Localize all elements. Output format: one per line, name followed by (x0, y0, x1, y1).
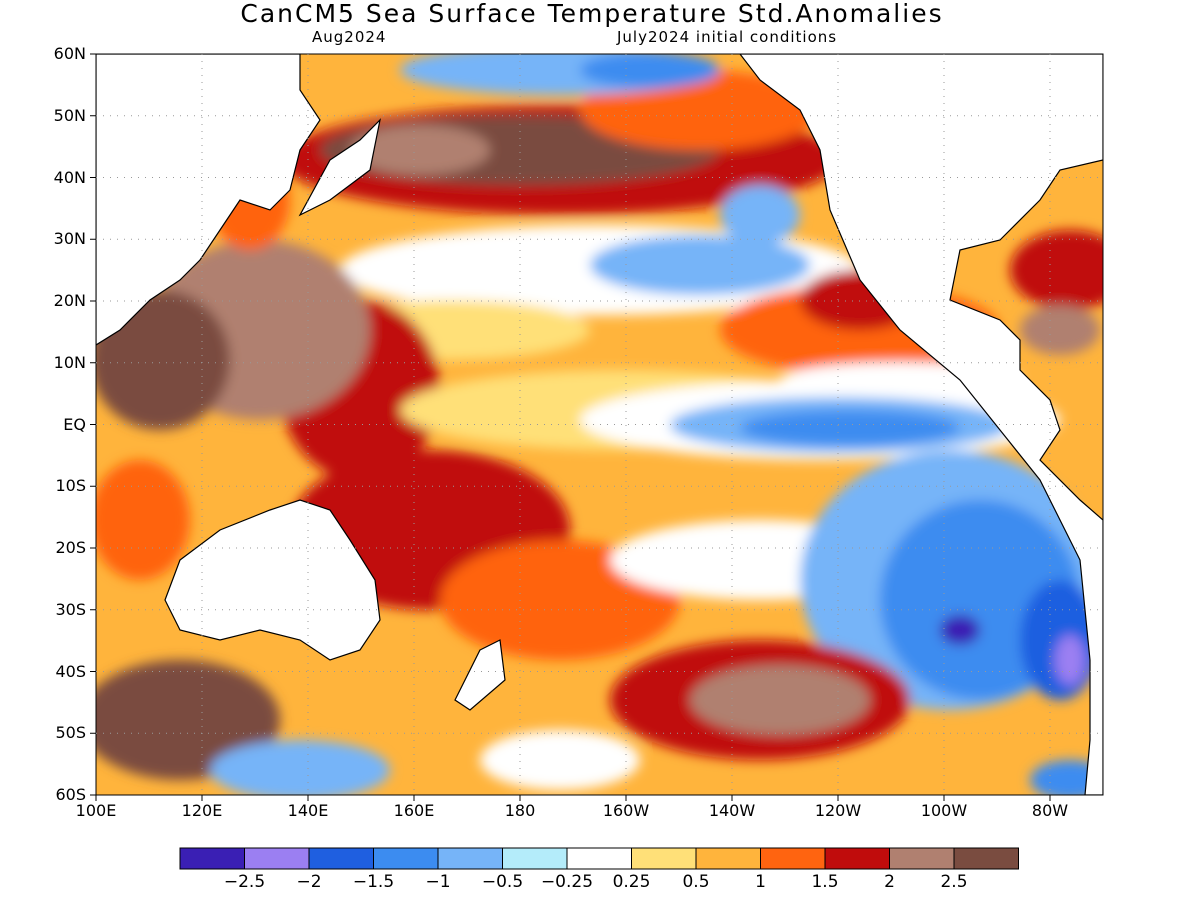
colorbar-bin (308, 847, 374, 870)
colorbar-bin (953, 847, 1019, 870)
colorbar-bin (631, 847, 697, 870)
colorbar-bin (179, 847, 245, 870)
new-zealand-coast (454, 639, 506, 711)
lat-label: 10N (53, 352, 86, 372)
colorbar-bin (760, 847, 826, 870)
lat-label: 20S (55, 538, 86, 557)
colorbar-bin (373, 847, 439, 870)
asia-coast (96, 54, 321, 346)
lat-label: 50N (53, 105, 86, 125)
japan-coast (298, 118, 381, 217)
colorbar-label: −1 (425, 872, 451, 892)
colorbar-label: −0.5 (481, 872, 524, 892)
lon-label: 140E (287, 801, 329, 820)
lon-label: 120E (181, 801, 223, 820)
lat-label: 60N (53, 44, 86, 63)
australia-coast (164, 499, 381, 661)
chart-title: CanCM5 Sea Surface Temperature Std.Anoma… (240, 0, 944, 28)
lat-label: EQ (63, 414, 86, 434)
colorbar-label: −2.5 (223, 872, 266, 892)
lon-label: 100W (920, 801, 968, 820)
colorbar-label: 2 (884, 872, 895, 892)
colorbar-bin (889, 847, 955, 870)
lon-label: 80W (1031, 801, 1069, 820)
lat-label: 30S (55, 599, 86, 619)
lat-label: 10S (55, 476, 86, 496)
lon-label: 160W (602, 801, 650, 820)
axis-ticks (90, 53, 1051, 801)
colorbar-bin (437, 847, 503, 870)
lon-label: 100E (75, 801, 117, 820)
colorbar-label: 1 (755, 872, 766, 892)
colorbar-bin (566, 847, 632, 870)
colorbar-label: 2.5 (940, 872, 968, 892)
lat-label: 40S (55, 661, 86, 681)
colorbar-label: 0.25 (612, 872, 651, 892)
colorbar-bin (244, 847, 310, 870)
lon-label: 120W (814, 801, 862, 820)
lat-label: 50S (55, 723, 86, 743)
colorbar-bin (824, 847, 890, 870)
lon-label: 140W (708, 801, 756, 820)
colorbar-label: −0.25 (540, 872, 594, 892)
colorbar-label: 0.5 (682, 872, 710, 892)
north-america-coast (739, 54, 1103, 795)
colorbar-label: −2 (296, 872, 322, 892)
anomaly-field (96, 54, 1103, 795)
lon-label: 160E (393, 801, 435, 820)
forecast-month: Aug2024 (312, 28, 387, 46)
colorbar-label: −1.5 (352, 872, 395, 892)
lat-label: 20N (53, 291, 86, 310)
initial-conditions: July2024 initial conditions (617, 28, 838, 46)
colorbar-label: 1.5 (811, 872, 839, 892)
lat-label: 30N (53, 229, 86, 249)
lat-label: 40N (53, 167, 86, 187)
lon-label: 180 (504, 801, 536, 820)
colorbar (179, 847, 1019, 870)
landmasses (96, 54, 1103, 795)
colorbar-bin (695, 847, 761, 870)
lat-label: 60S (55, 785, 86, 804)
colorbar-bin (502, 847, 568, 870)
